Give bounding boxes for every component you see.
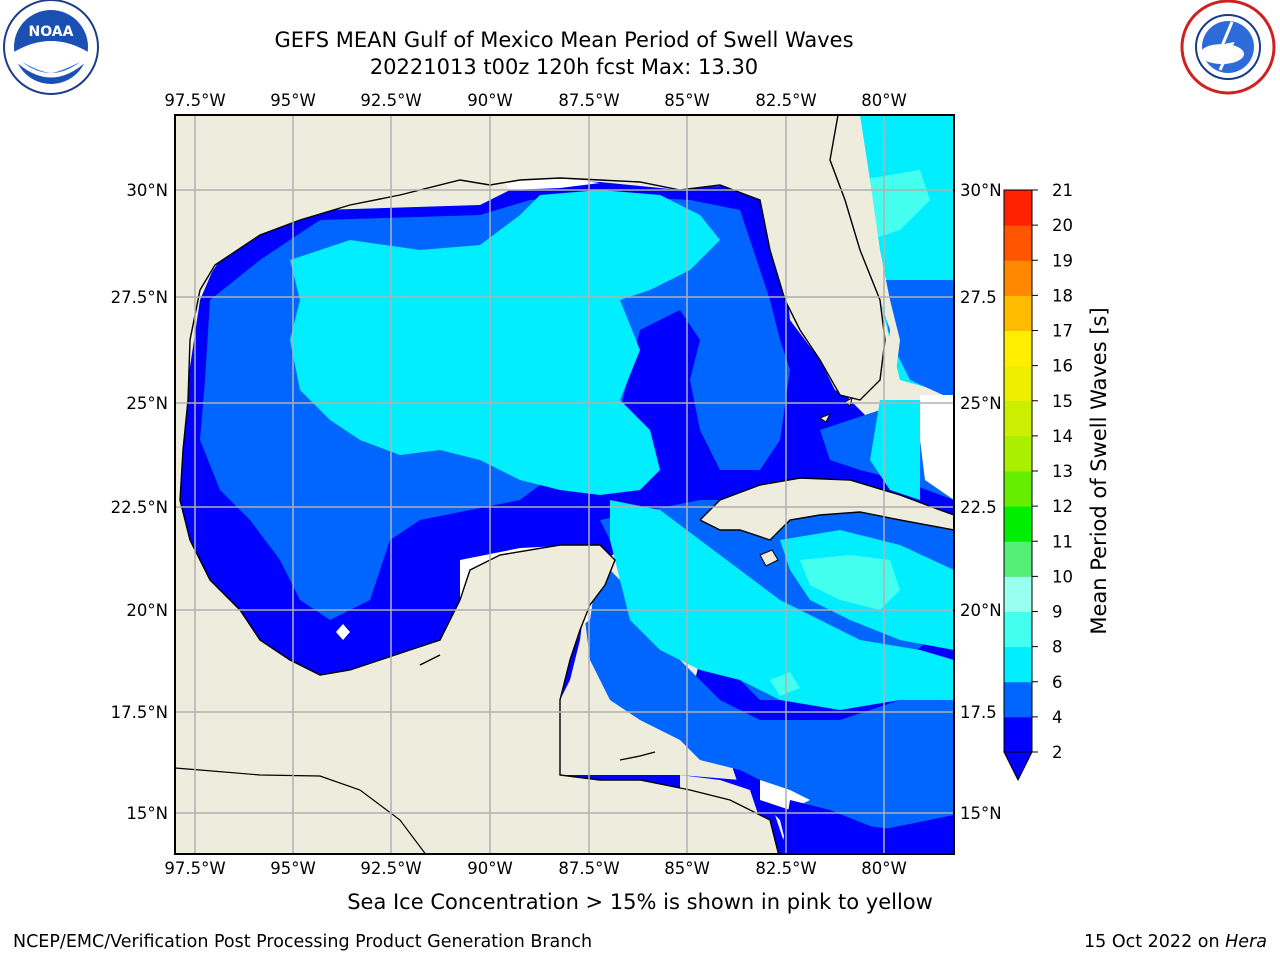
- lat-label: 22.5°N: [111, 498, 168, 517]
- lon-label: 97.5°W: [164, 859, 225, 878]
- colorbar-segment: [1004, 506, 1032, 542]
- lon-labels-top: 97.5°W 95°W 92.5°W 90°W 87.5°W 85°W 82.5…: [164, 91, 906, 110]
- colorbar-segment: [1004, 260, 1032, 296]
- footer-branch: NCEP/EMC/Verification Post Processing Pr…: [13, 932, 593, 952]
- lat-labels-right: 30°N 27.5 25°N 22.5 20°N 17.5 15°N: [960, 181, 1002, 823]
- lon-label: 85°W: [664, 859, 710, 878]
- lat-label: 25°N: [126, 394, 168, 413]
- chart-subtitle: 20221013 t00z 120h fcst Max: 13.30: [369, 55, 759, 79]
- lon-label: 80°W: [861, 91, 907, 110]
- lon-label: 95°W: [270, 91, 316, 110]
- colorbar-segment: [1004, 681, 1032, 718]
- lat-label: 15°N: [126, 804, 168, 823]
- lon-labels-bottom: 97.5°W 95°W 92.5°W 90°W 87.5°W 85°W 82.5…: [164, 859, 906, 878]
- footer-host: Hera: [1225, 932, 1267, 952]
- colorbar-segment: [1004, 400, 1032, 437]
- colorbar: 2 4 6 8 9 10 11 12 13 14 15 16 17 18 19 20 21: [1003, 181, 1073, 782]
- colorbar-segment: [1004, 225, 1032, 261]
- lat-label: 27.5: [960, 288, 997, 307]
- colorbar-tick-label: 12: [1052, 497, 1073, 516]
- nws-logo: [1180, 0, 1276, 95]
- colorbar-tick-label: 8: [1052, 638, 1063, 657]
- colorbar-segment: [1004, 646, 1032, 683]
- lat-label: 22.5: [960, 498, 997, 517]
- footer-date-text: 15 Oct 2022: [1084, 932, 1193, 952]
- colorbar-extend-arrow: [1003, 751, 1033, 782]
- lon-label: 92.5°W: [360, 859, 421, 878]
- colorbar-tick-label: 16: [1052, 357, 1073, 376]
- lon-label: 90°W: [467, 859, 513, 878]
- lon-label: 97.5°W: [164, 91, 225, 110]
- lat-labels-left: 30°N 27.5°N 25°N 22.5°N 20°N 17.5°N 15°N: [111, 181, 168, 823]
- lon-label: 87.5°W: [558, 91, 619, 110]
- lon-label: 95°W: [270, 859, 316, 878]
- colorbar-segment: [1004, 576, 1032, 612]
- colorbar-tick-label: 6: [1052, 673, 1063, 692]
- colorbar-tick-label: 18: [1052, 286, 1073, 305]
- lat-label: 30°N: [126, 181, 168, 200]
- lat-label: 17.5: [960, 703, 997, 722]
- colorbar-tick-label: 21: [1052, 181, 1073, 200]
- lon-label: 92.5°W: [360, 91, 421, 110]
- map-frame: [174, 114, 955, 855]
- colorbar-segment: [1004, 541, 1032, 577]
- colorbar-segment: [1004, 295, 1032, 331]
- colorbar-tick-label: 17: [1052, 322, 1073, 341]
- lat-label: 15°N: [960, 804, 1002, 823]
- colorbar-tick-label: 9: [1052, 603, 1063, 622]
- lon-label: 82.5°W: [755, 91, 816, 110]
- colorbar-segment: [1004, 716, 1032, 753]
- colorbar-segment: [1004, 435, 1032, 472]
- lat-label: 25°N: [960, 394, 1002, 413]
- colorbar-tick-label: 4: [1052, 708, 1063, 727]
- colorbar-tick-label: 2: [1052, 743, 1063, 762]
- colorbar-segment: [1004, 471, 1032, 507]
- colorbar-tick-label: 10: [1052, 567, 1073, 586]
- map-gridlines: [175, 115, 954, 854]
- colorbar-tick-label: 14: [1052, 427, 1073, 446]
- colorbar-tick-label: 11: [1052, 532, 1073, 551]
- colorbar-segment: [1004, 330, 1032, 367]
- lon-label: 87.5°W: [558, 859, 619, 878]
- lat-label: 17.5°N: [111, 703, 168, 722]
- noaa-logo-text: NOAA: [29, 24, 74, 40]
- lon-label: 85°W: [664, 91, 710, 110]
- chart-title: GEFS MEAN Gulf of Mexico Mean Period of …: [274, 28, 854, 52]
- caption-text: Sea Ice Concentration > 15% is shown in …: [347, 890, 933, 914]
- lat-label: 30°N: [960, 181, 1002, 200]
- lat-label: 20°N: [960, 601, 1002, 620]
- lon-label: 90°W: [467, 91, 513, 110]
- lon-label: 82.5°W: [755, 859, 816, 878]
- colorbar-label: Mean Period of Swell Waves [s]: [1087, 307, 1111, 634]
- colorbar-tick-label: 19: [1052, 251, 1073, 270]
- lat-label: 20°N: [126, 601, 168, 620]
- colorbar-tick-label: 15: [1052, 392, 1073, 411]
- footer-date: 15 Oct 2022 on Hera: [1084, 932, 1267, 952]
- lon-label: 80°W: [861, 859, 907, 878]
- colorbar-segment: [1004, 190, 1032, 226]
- noaa-logo: NOAA: [3, 0, 99, 95]
- colorbar-segment: [1004, 611, 1032, 648]
- colorbar-segment: [1004, 365, 1032, 402]
- colorbar-tick-label: 20: [1052, 216, 1073, 235]
- lat-label: 27.5°N: [111, 288, 168, 307]
- colorbar-tick-label: 13: [1052, 462, 1073, 481]
- caption: Sea Ice Concentration > 15% is shown in …: [0, 890, 1280, 914]
- footer-on: on: [1192, 932, 1226, 952]
